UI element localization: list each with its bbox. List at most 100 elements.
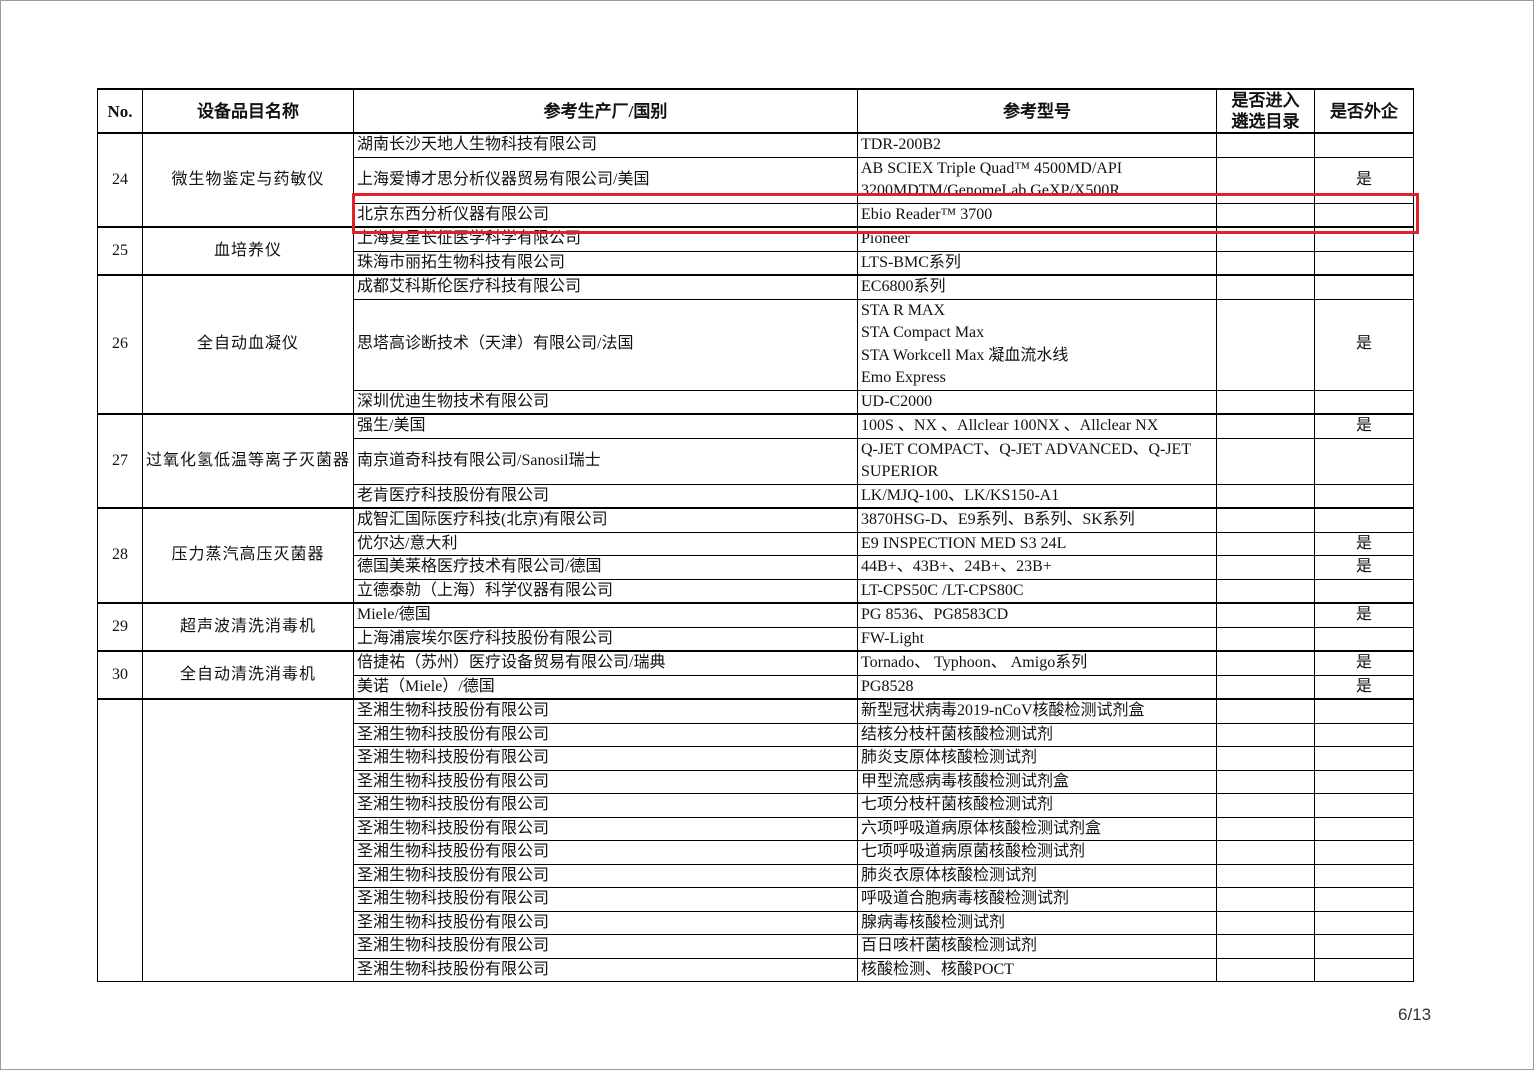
manufacturer: 思塔高诊断技术（天津）有限公司/法国 xyxy=(353,298,858,391)
in-list xyxy=(1216,769,1315,794)
header-in-list: 是否进入遴选目录 xyxy=(1216,88,1315,134)
foreign xyxy=(1314,887,1414,912)
model: 腺病毒核酸检测试剂 xyxy=(857,910,1217,935)
foreign xyxy=(1314,816,1414,841)
manufacturer: 老肯医疗科技股份有限公司 xyxy=(353,483,858,509)
manufacturer: 圣湘生物科技股份有限公司 xyxy=(353,698,858,724)
item-name: 血培养仪 xyxy=(142,226,354,276)
in-list xyxy=(1216,555,1315,580)
in-list xyxy=(1216,298,1315,391)
table-row: 南京道奇科技有限公司/Sanosil瑞士 Q-JET COMPACT、Q-JET … xyxy=(98,437,1414,485)
page-number: 6/13 xyxy=(1398,1005,1432,1024)
in-list xyxy=(1216,816,1315,841)
model: FW-Light xyxy=(857,626,1217,652)
manufacturer: Miele/德国 xyxy=(353,602,858,628)
in-list xyxy=(1216,578,1315,604)
item-name: 全自动清洗消毒机 xyxy=(142,650,354,700)
in-list xyxy=(1216,957,1315,982)
manufacturer: 强生/美国 xyxy=(353,413,858,439)
foreign xyxy=(1314,793,1414,818)
foreign: 是 xyxy=(1314,413,1414,439)
manufacturer: 倍捷祐（苏州）医疗设备贸易有限公司/瑞典 xyxy=(353,650,858,676)
model: 肺炎衣原体核酸检测试剂 xyxy=(857,863,1217,888)
manufacturer: 南京道奇科技有限公司/Sanosil瑞士 xyxy=(353,437,858,485)
item-name: 压力蒸汽高压灭菌器 xyxy=(142,507,354,604)
header-foreign: 是否外企 xyxy=(1314,88,1414,134)
model: 44B+、43B+、24B+、23B+ xyxy=(857,555,1217,580)
in-list xyxy=(1216,863,1315,888)
model: E9 INSPECTION MED S3 24L xyxy=(857,531,1217,556)
foreign xyxy=(1314,437,1414,485)
foreign xyxy=(1314,910,1414,935)
item-no: 26 xyxy=(97,274,143,415)
model: UD-C2000 xyxy=(857,389,1217,415)
model: Q-JET COMPACT、Q-JET ADVANCED、Q-JET SUPER… xyxy=(857,437,1217,485)
manufacturer: 圣湘生物科技股份有限公司 xyxy=(353,934,858,959)
in-list xyxy=(1216,531,1315,556)
model: 七项分枝杆菌核酸检测试剂 xyxy=(857,793,1217,818)
header-manufacturer: 参考生产厂/国别 xyxy=(353,88,858,134)
in-list xyxy=(1216,507,1315,533)
table-row: 圣湘生物科技股份有限公司 甲型流感病毒核酸检测试剂盒 xyxy=(98,769,1414,794)
foreign xyxy=(1314,840,1414,865)
foreign: 是 xyxy=(1314,531,1414,556)
manufacturer: 成都艾科斯伦医疗科技有限公司 xyxy=(353,274,858,300)
manufacturer: 美诺（Miele）/德国 xyxy=(353,674,858,700)
table-row: 圣湘生物科技股份有限公司 肺炎支原体核酸检测试剂 xyxy=(98,746,1414,771)
in-list xyxy=(1216,250,1315,276)
in-list xyxy=(1216,934,1315,959)
table-row: 北京东西分析仪器有限公司 Ebio Reader™ 3700 xyxy=(98,202,1414,228)
manufacturer: 圣湘生物科技股份有限公司 xyxy=(353,816,858,841)
table-row: 圣湘生物科技股份有限公司 六项呼吸道病原体核酸检测试剂盒 xyxy=(98,816,1414,841)
table-row: 深圳优迪生物技术有限公司 UD-C2000 xyxy=(98,389,1414,415)
in-list xyxy=(1216,722,1315,747)
manufacturer: 立德泰勍（上海）科学仪器有限公司 xyxy=(353,578,858,604)
model: 呼吸道合胞病毒核酸检测试剂 xyxy=(857,887,1217,912)
model: 七项呼吸道病原菌核酸检测试剂 xyxy=(857,840,1217,865)
in-list xyxy=(1216,437,1315,485)
manufacturer: 珠海市丽拓生物科技有限公司 xyxy=(353,250,858,276)
in-list xyxy=(1216,793,1315,818)
highlight-box xyxy=(352,193,1419,234)
foreign xyxy=(1314,202,1414,228)
in-list xyxy=(1216,887,1315,912)
table-row: 圣湘生物科技股份有限公司 七项呼吸道病原菌核酸检测试剂 xyxy=(98,840,1414,865)
header-in-list-text: 是否进入遴选目录 xyxy=(1231,91,1300,131)
in-list xyxy=(1216,413,1315,439)
manufacturer: 成智汇国际医疗科技(北京)有限公司 xyxy=(353,507,858,533)
in-list xyxy=(1216,389,1315,415)
foreign xyxy=(1314,626,1414,652)
in-list xyxy=(1216,274,1315,300)
in-list xyxy=(1216,602,1315,628)
table-row: 圣湘生物科技股份有限公司 新型冠状病毒2019-nCoV核酸检测试剂盒 xyxy=(97,698,1414,982)
manufacturer: 圣湘生物科技股份有限公司 xyxy=(353,863,858,888)
foreign xyxy=(1314,507,1414,533)
item-no: 27 xyxy=(97,413,143,509)
model: STA R MAX STA Compact Max STA Workcell M… xyxy=(857,298,1217,391)
item-no xyxy=(97,698,143,982)
model: LT-CPS50C /LT-CPS80C xyxy=(857,578,1217,604)
foreign: 是 xyxy=(1314,602,1414,628)
in-list xyxy=(1216,698,1315,724)
foreign xyxy=(1314,578,1414,604)
foreign xyxy=(1314,746,1414,771)
manufacturer: 圣湘生物科技股份有限公司 xyxy=(353,910,858,935)
foreign xyxy=(1314,250,1414,276)
header-no: No. xyxy=(97,88,143,134)
model: PG8528 xyxy=(857,674,1217,700)
foreign xyxy=(1314,934,1414,959)
table-row: 30 全自动清洗消毒机 倍捷祐（苏州）医疗设备贸易有限公司/瑞典 Tornado、 T… xyxy=(97,650,1414,700)
foreign: 是 xyxy=(1314,298,1414,391)
in-list xyxy=(1216,483,1315,509)
manufacturer: 上海浦宸埃尔医疗科技股份有限公司 xyxy=(353,626,858,652)
in-list xyxy=(1216,132,1315,158)
model: Pioneer xyxy=(857,226,1217,252)
model: 新型冠状病毒2019-nCoV核酸检测试剂盒 xyxy=(857,698,1217,724)
table-row: 26 全自动血凝仪 成都艾科斯伦医疗科技有限公司 EC6800系列 xyxy=(97,274,1414,415)
in-list xyxy=(1216,840,1315,865)
manufacturer: 深圳优迪生物技术有限公司 xyxy=(353,389,858,415)
header-model: 参考型号 xyxy=(857,88,1217,134)
item-no: 29 xyxy=(97,602,143,652)
foreign xyxy=(1314,957,1414,982)
